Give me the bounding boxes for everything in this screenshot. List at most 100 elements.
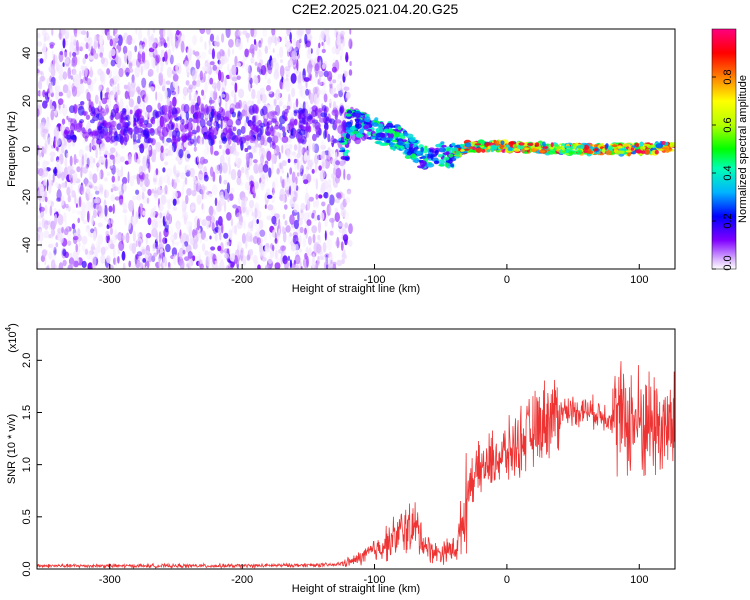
spectrogram-noise-blob: [271, 162, 274, 174]
spectrogram-noise-blob: [93, 158, 96, 164]
spectrogram-noise-blob: [255, 195, 259, 200]
spectrogram-noise-blob: [271, 187, 275, 196]
spectrogram-noise-blob: [62, 38, 66, 49]
spectrogram-noise-blob: [227, 63, 230, 72]
spectrogram-ridge-blob: [507, 147, 513, 152]
spectrogram-noise-blob: [199, 35, 203, 43]
spectrogram-noise-blob: [67, 240, 72, 246]
spectrogram-noise-blob: [110, 194, 116, 202]
spectrogram-noise-blob: [127, 50, 132, 62]
spectrogram-band-blob: [133, 128, 140, 134]
spectrogram-noise-blob: [201, 203, 204, 210]
spectrogram-noise-blob: [334, 212, 340, 223]
spectrogram-ridge-blob: [345, 129, 354, 133]
spectrogram-noise-blob: [182, 249, 186, 255]
spectrogram-noise-blob: [295, 251, 300, 258]
spectrogram-noise-blob: [244, 147, 249, 153]
spectrogram-noise-blob: [37, 102, 41, 108]
spectrogram-noise-blob: [48, 251, 53, 260]
spectrogram-noise-blob: [61, 182, 68, 188]
spectrogram-noise-blob: [336, 236, 340, 249]
spectrogram-noise-blob: [224, 253, 230, 259]
spectrogram-noise-blob: [282, 231, 287, 243]
spectrogram-noise-blob: [212, 90, 218, 101]
spectrogram-noise-blob: [225, 100, 228, 112]
spectrogram-noise-blob: [199, 29, 206, 35]
spectrogram-ridge-blob: [374, 117, 379, 121]
spectrogram-noise-blob: [148, 36, 151, 49]
spectrogram-noise-blob: [75, 203, 78, 208]
spectrogram-noise-blob: [142, 155, 147, 168]
spectrogram-band-blob: [266, 136, 273, 143]
spectrogram-noise-blob: [342, 38, 346, 48]
spectrogram-noise-blob: [341, 258, 345, 264]
spectrogram-noise-blob: [87, 181, 93, 186]
spectrogram-noise-blob: [67, 67, 71, 80]
spectrogram-noise-blob: [323, 93, 328, 103]
spectrogram-noise-blob: [270, 243, 274, 250]
spectrogram-noise-blob: [203, 174, 209, 182]
spectrogram-noise-blob: [103, 189, 109, 199]
spectrogram-noise-blob: [166, 66, 173, 78]
spectrogram-noise-blob: [181, 242, 185, 252]
spectrogram-ridge-blob: [518, 142, 525, 146]
spectrogram-noise-blob: [156, 64, 159, 73]
spectrogram-ridge-blob: [420, 146, 424, 153]
spectrogram-noise-blob: [321, 48, 326, 54]
spectrogram-noise-blob: [160, 94, 164, 102]
spectrogram-noise-blob: [104, 104, 109, 115]
spectrogram-noise-blob: [136, 194, 142, 201]
spectrogram-noise-blob: [274, 238, 278, 244]
spectrogram-noise-blob: [236, 62, 241, 67]
spectrogram-band-blob: [172, 114, 178, 119]
spectrogram-band-blob: [332, 139, 338, 144]
spectrogram-noise-blob: [159, 37, 166, 45]
spectrogram-noise-blob: [273, 98, 277, 107]
spectrogram-noise-blob: [163, 174, 170, 184]
colorbar-gradient: [712, 29, 736, 269]
spectrogram-noise-blob: [206, 145, 210, 154]
spectrogram-band-blob: [185, 111, 190, 120]
spectrogram-noise-blob: [311, 142, 316, 153]
spectrogram-ridge-blob: [578, 151, 582, 154]
spectrogram-noise-blob: [219, 144, 222, 149]
spectrogram-noise-blob: [271, 215, 277, 225]
spectrogram-noise-blob: [102, 72, 107, 82]
spectrogram-noise-blob: [221, 33, 225, 43]
spectrogram-band-blob: [322, 105, 327, 112]
x-tick-label: -300: [99, 274, 121, 286]
spectrogram-noise-blob: [198, 137, 202, 145]
spectrogram-noise-blob: [93, 185, 98, 191]
spectrogram-noise-blob: [39, 228, 42, 236]
spectrogram-noise-blob: [37, 261, 40, 268]
spectrogram-band-blob: [132, 132, 137, 143]
spectrogram-noise-blob: [306, 219, 312, 227]
spectrogram-noise-blob: [259, 242, 263, 253]
spectrogram-ridge-blob: [630, 147, 635, 151]
spectrogram-noise-blob: [307, 211, 313, 218]
spectrogram-band-blob: [325, 116, 330, 122]
spectrogram-ridge-blob: [345, 133, 351, 139]
spectrogram-noise-blob: [67, 205, 71, 212]
spectrogram-band-blob: [108, 130, 114, 135]
spectrogram-noise-blob: [318, 165, 322, 171]
spectrogram-noise-blob: [320, 256, 326, 261]
spectrogram-noise-blob: [245, 238, 248, 249]
spectrogram-noise-blob: [44, 143, 48, 155]
spectrogram-noise-blob: [56, 189, 62, 202]
spectrogram-noise-blob: [254, 208, 258, 219]
spectrogram-noise-blob: [58, 233, 64, 244]
spectrogram-noise-blob: [255, 114, 259, 121]
y-tick-label: 40: [21, 47, 33, 59]
spectrogram-band-blob: [128, 127, 133, 133]
spectrogram-noise-blob: [141, 43, 146, 54]
spectrogram-noise-blob: [211, 222, 215, 232]
spectrogram-noise-blob: [279, 162, 282, 170]
spectrogram-band-blob: [269, 126, 275, 137]
spectrogram-ridge-blob: [565, 148, 573, 151]
spectrogram-ridge-blob: [339, 147, 345, 151]
spectrogram-noise-blob: [209, 61, 215, 66]
spectrogram-noise-blob: [66, 152, 69, 158]
spectrogram-noise-blob: [117, 82, 120, 92]
spectrogram-noise-blob: [340, 30, 345, 37]
